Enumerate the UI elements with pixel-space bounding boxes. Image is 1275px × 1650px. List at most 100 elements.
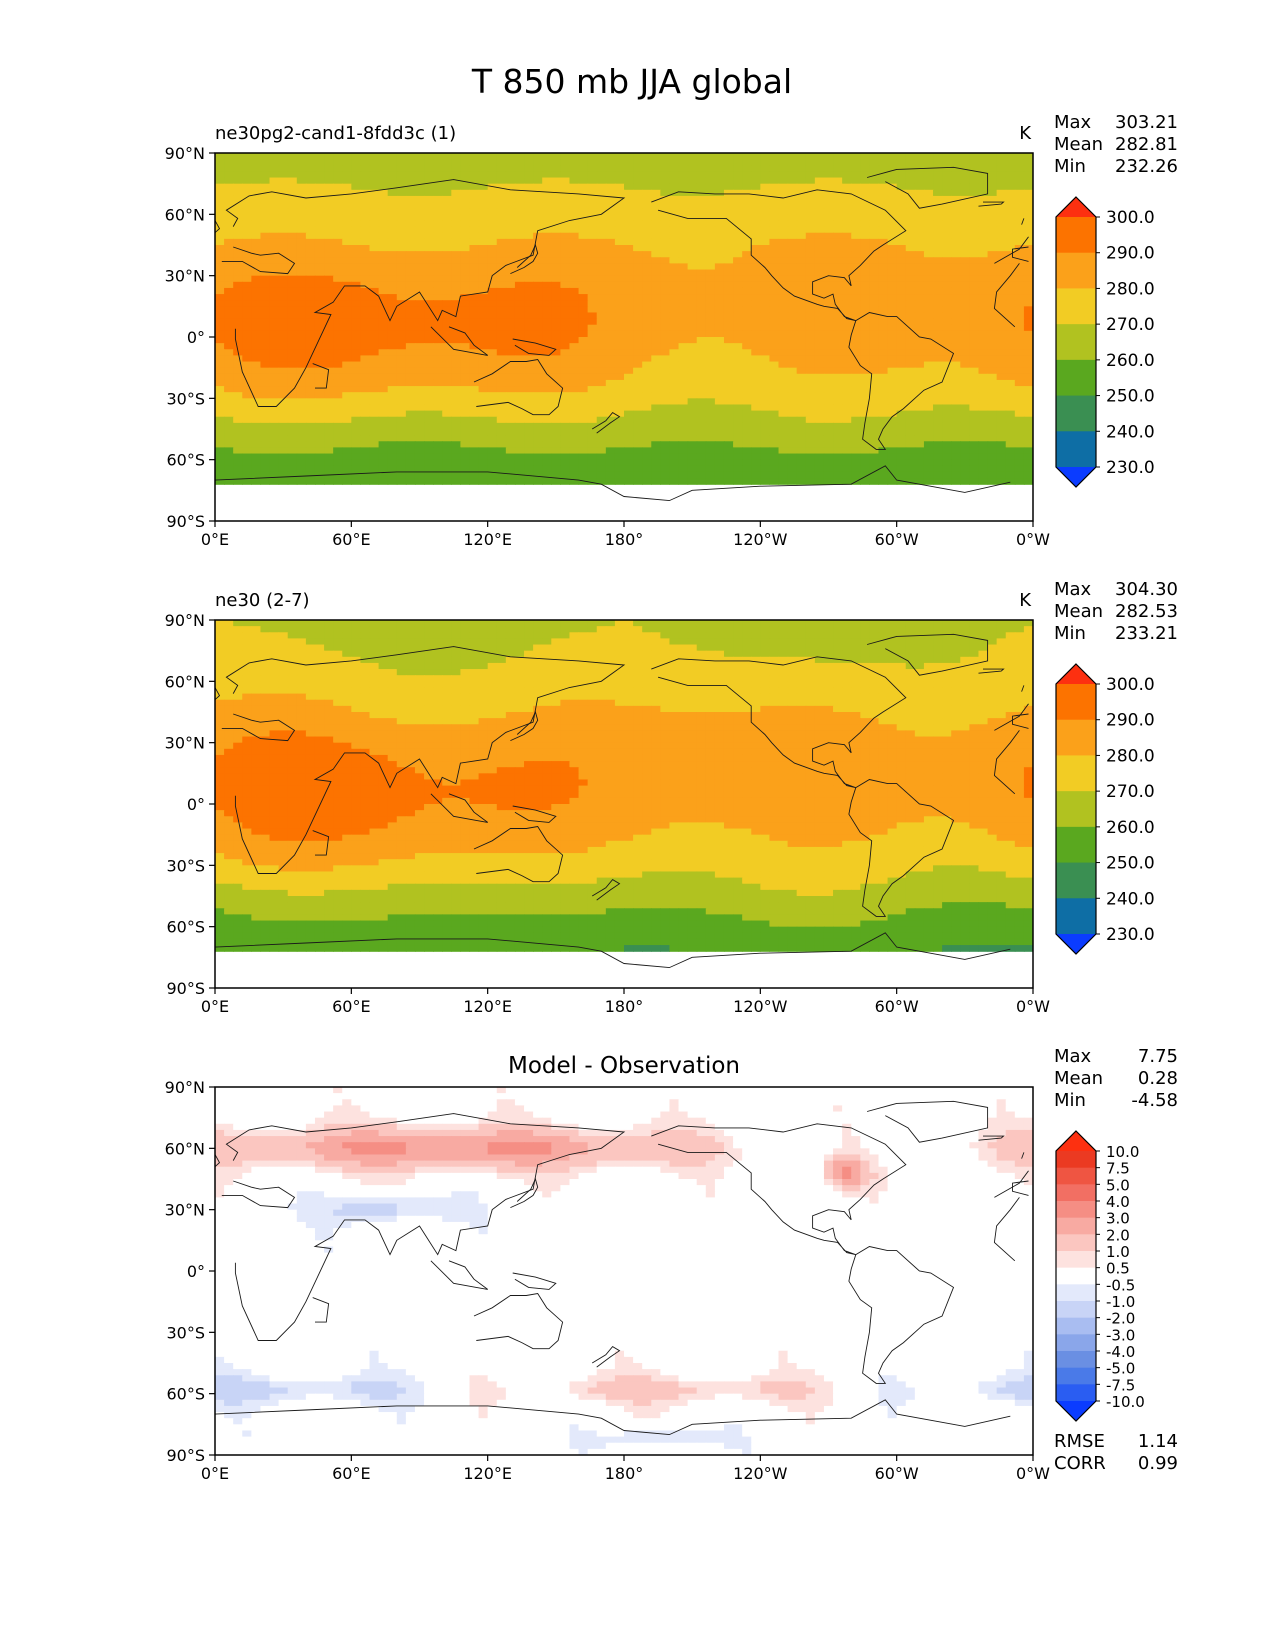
field-cell	[914, 471, 925, 479]
field-cell	[942, 165, 952, 172]
field-cell	[614, 447, 625, 455]
field-cell	[496, 238, 507, 246]
field-cell	[905, 183, 916, 191]
field-cell	[333, 337, 343, 344]
field-cell	[714, 153, 725, 160]
field-cell	[414, 459, 425, 467]
field-cell	[378, 275, 389, 283]
field-cell	[460, 416, 471, 424]
field-cell	[842, 257, 852, 264]
field-cell	[696, 159, 707, 166]
field-cell	[996, 287, 1007, 295]
field-cell	[533, 287, 543, 295]
field-cell	[496, 159, 507, 166]
field-cell	[560, 447, 571, 455]
field-cell	[333, 245, 343, 252]
field-cell	[996, 214, 1007, 222]
field-cell	[387, 453, 398, 461]
field-cell	[424, 620, 434, 627]
field-cell	[651, 471, 661, 479]
field-cell	[933, 373, 943, 381]
field-cell	[842, 441, 852, 448]
field-cell	[442, 294, 452, 301]
field-cell	[578, 459, 589, 467]
field-cell	[887, 202, 898, 209]
field-cell	[860, 478, 870, 485]
field-cell	[360, 447, 371, 455]
field-cell	[696, 312, 707, 320]
field-cell	[296, 159, 307, 166]
field-cell	[478, 312, 489, 320]
field-cell	[351, 379, 362, 387]
field-cell	[842, 220, 852, 228]
field-cell	[251, 379, 262, 387]
field-cell	[651, 281, 661, 289]
field-cell	[605, 361, 616, 369]
field-cell	[451, 269, 461, 277]
field-cell	[751, 183, 761, 191]
field-cell	[642, 404, 652, 412]
field-cell	[1014, 337, 1025, 344]
field-cell	[378, 355, 389, 363]
field-cell	[369, 422, 380, 430]
field-cell	[551, 373, 561, 381]
field-cell	[278, 620, 289, 627]
field-cell	[769, 465, 780, 473]
field-cell	[278, 287, 289, 295]
field-cell	[987, 287, 998, 295]
field-cell	[851, 183, 861, 191]
field-cell	[651, 275, 661, 283]
field-cell	[260, 398, 271, 406]
field-cell	[533, 373, 543, 381]
field-cell	[914, 318, 925, 326]
field-cell	[896, 398, 907, 406]
field-cell	[578, 471, 589, 479]
field-cell	[651, 404, 661, 412]
field-cell	[923, 195, 934, 203]
field-cell	[442, 330, 452, 338]
field-cell	[769, 312, 780, 320]
field-cell	[487, 367, 498, 375]
field-cell	[314, 392, 325, 399]
field-cell	[233, 251, 243, 258]
field-cell	[460, 398, 471, 406]
field-cell	[769, 195, 780, 203]
coastline	[215, 465, 1011, 502]
field-cell	[887, 330, 898, 338]
field-cell	[514, 281, 525, 289]
field-cell	[669, 429, 680, 436]
field-cell	[814, 312, 825, 320]
field-cell	[696, 349, 707, 356]
field-cell	[733, 300, 743, 307]
field-cell	[842, 245, 852, 252]
field-cell	[224, 410, 234, 418]
field-cell	[251, 471, 262, 479]
field-cell	[596, 324, 607, 332]
field-cell	[814, 429, 825, 436]
field-cell	[369, 294, 380, 301]
field-cell	[651, 165, 661, 172]
field-cell	[669, 435, 680, 442]
field-cell	[496, 447, 507, 455]
field-cell	[978, 330, 989, 338]
field-cell	[351, 318, 362, 326]
field-cell	[951, 392, 961, 399]
field-cell	[369, 330, 380, 338]
field-cell	[742, 447, 752, 455]
field-cell	[923, 324, 934, 332]
field-cell	[596, 343, 607, 350]
field-cell	[933, 330, 943, 338]
field-cell	[778, 312, 789, 320]
field-cell	[578, 220, 589, 228]
field-cell	[524, 435, 534, 442]
field-cell	[505, 416, 516, 424]
field-cell	[987, 465, 998, 473]
field-cell	[342, 367, 352, 375]
field-cell	[624, 171, 634, 179]
field-cell	[433, 202, 443, 209]
field-cell	[760, 441, 771, 448]
field-cell	[287, 165, 298, 172]
field-cell	[723, 386, 734, 393]
field-cell	[814, 318, 825, 326]
field-cell	[333, 471, 343, 479]
